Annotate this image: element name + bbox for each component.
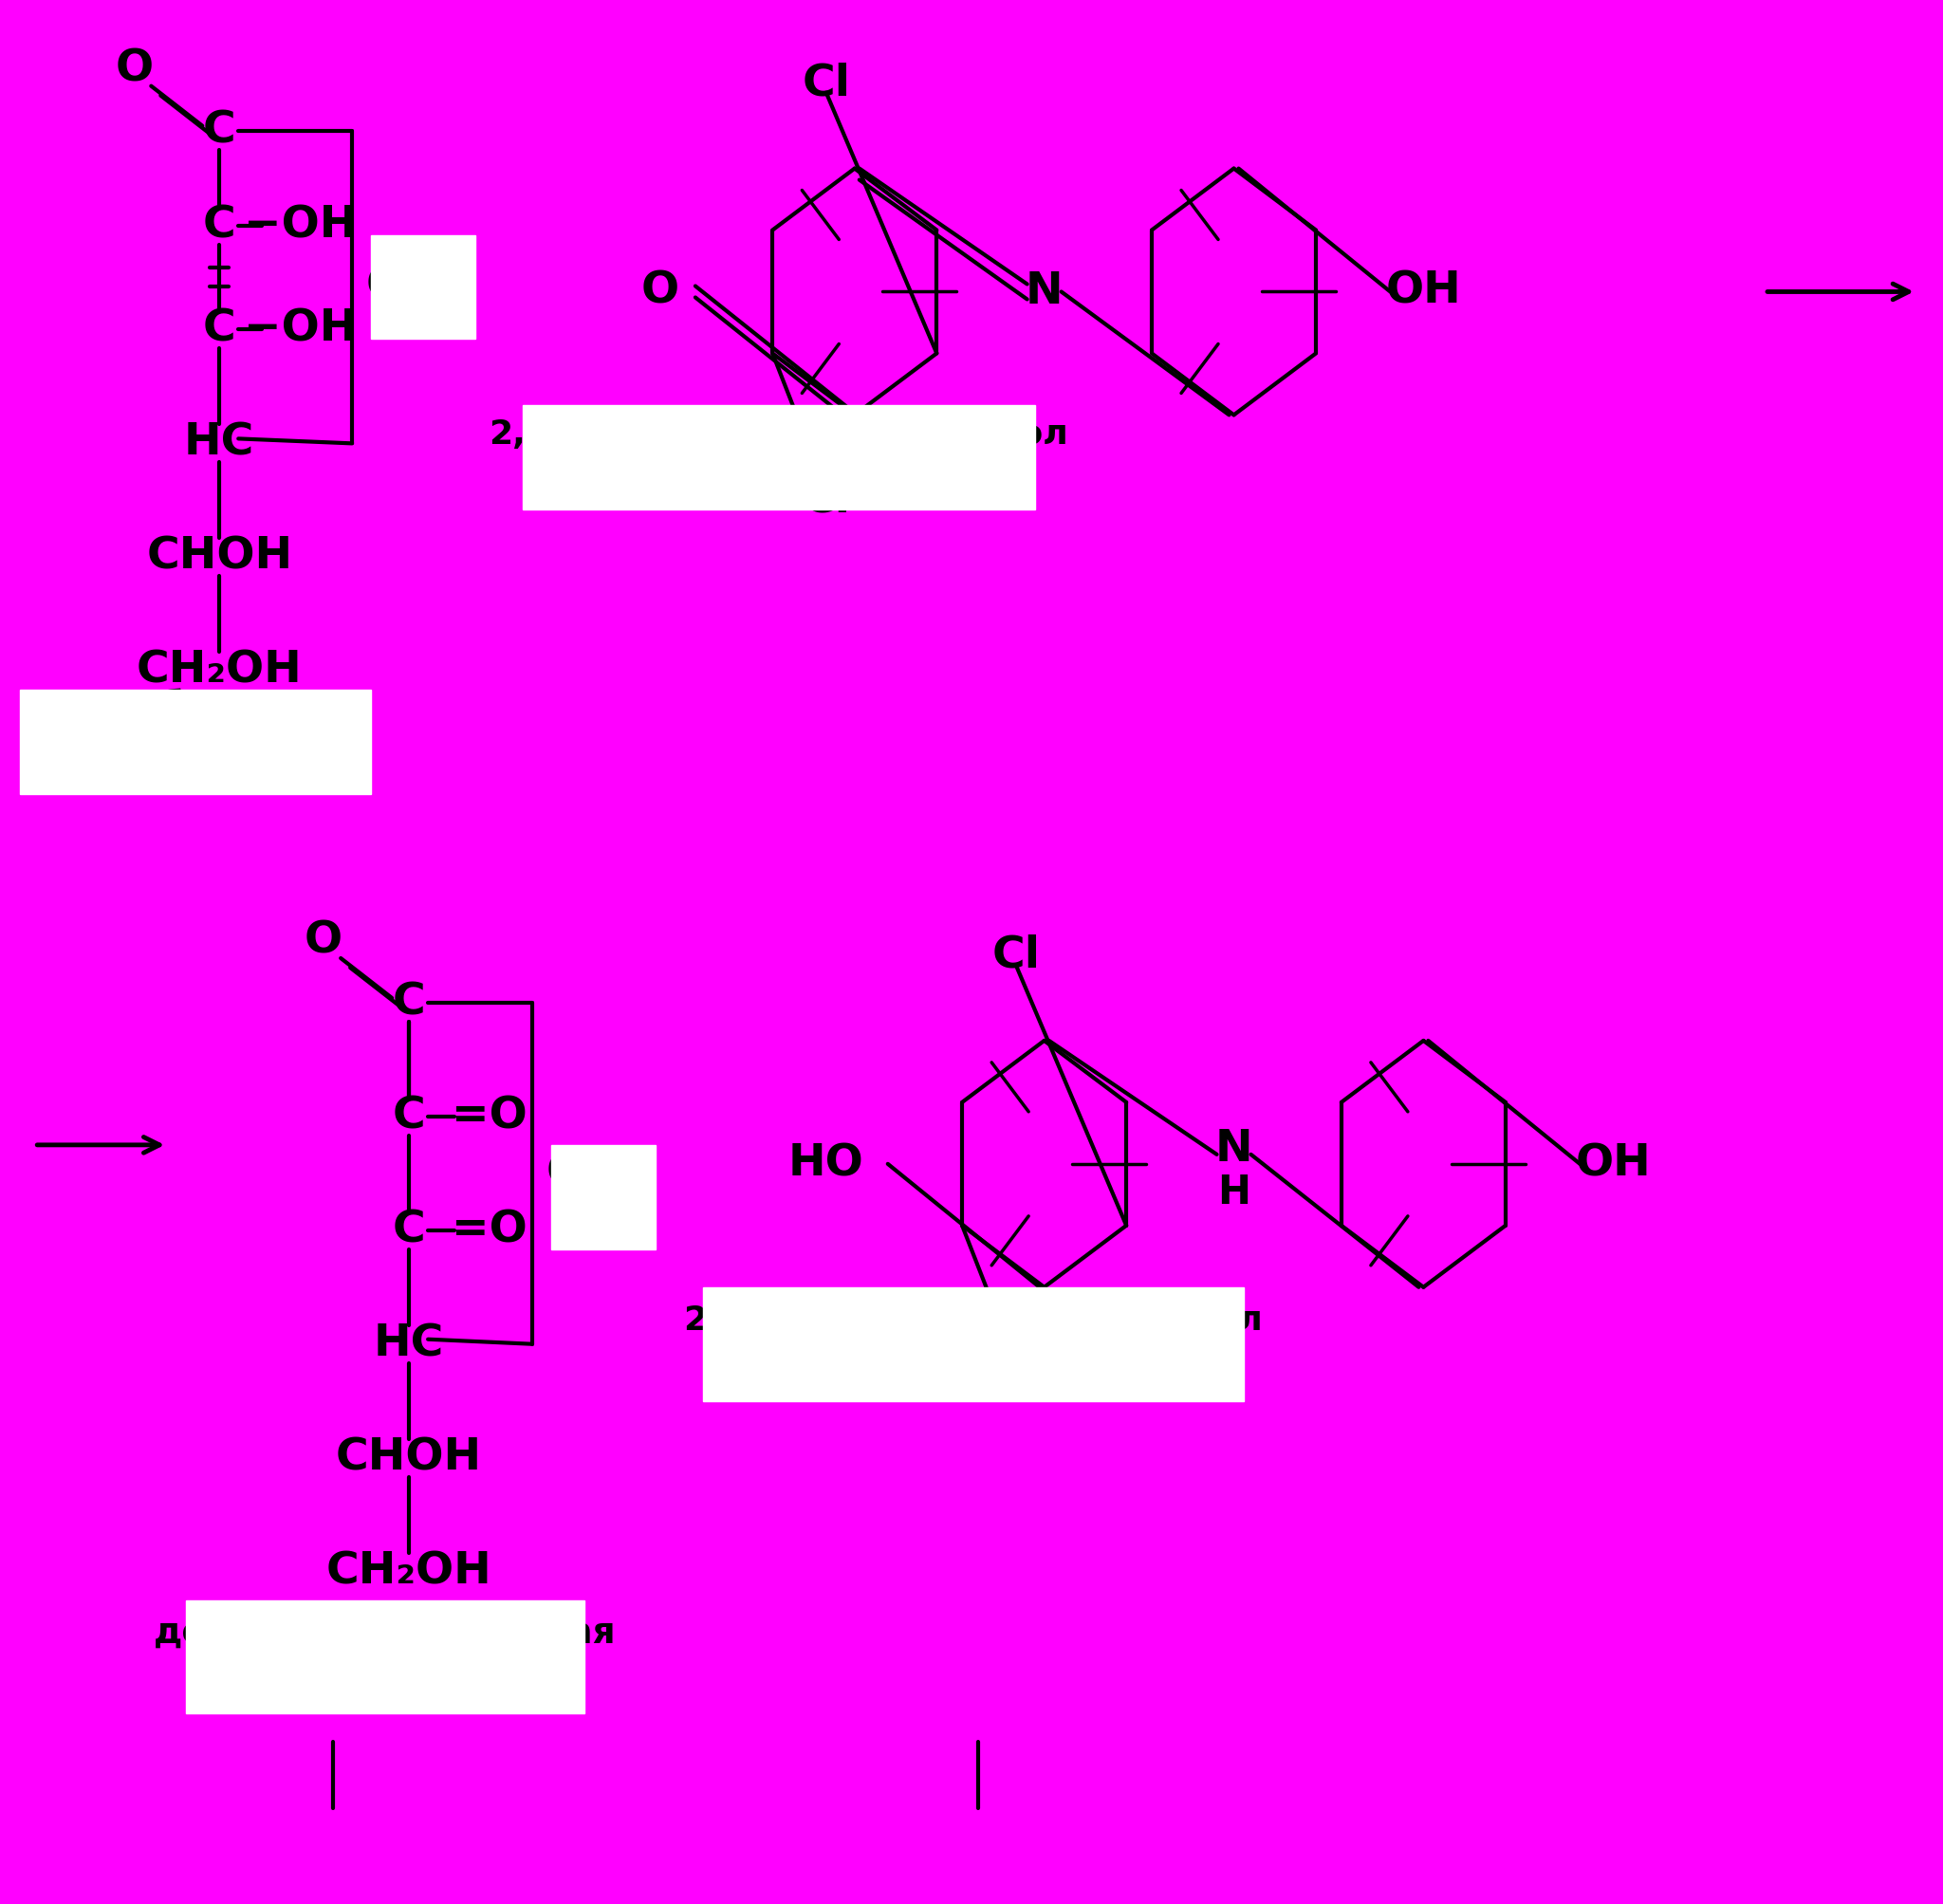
Text: O: O: [641, 270, 680, 312]
Text: HC: HC: [185, 423, 255, 465]
Text: HC: HC: [373, 1323, 445, 1365]
Bar: [523, 406, 1036, 510]
Text: =O: =O: [453, 1095, 527, 1139]
Text: Cl: Cl: [991, 1352, 1040, 1394]
Text: O: O: [115, 48, 153, 89]
Text: дегидроаскорбиновая
кислота: дегидроаскорбиновая кислота: [153, 1615, 616, 1691]
Text: OH: OH: [1576, 1142, 1652, 1184]
Bar: [552, 1144, 655, 1249]
Text: C: C: [202, 204, 235, 248]
Text: Cl: Cl: [802, 480, 851, 522]
Text: C: C: [392, 981, 426, 1024]
Text: H: H: [1216, 1173, 1251, 1213]
Bar: [371, 234, 476, 339]
Text: C: C: [392, 1095, 426, 1139]
Text: HO: HO: [789, 1142, 865, 1184]
Text: аскорбиновая
кислота: аскорбиновая кислота: [37, 689, 334, 767]
Bar: [703, 1287, 1244, 1401]
Text: +: +: [575, 1165, 631, 1228]
Text: 2,6-дихлорфенолиндофенол
(окрашенная форма): 2,6-дихлорфенолиндофенол (окрашенная фор…: [490, 417, 1069, 489]
Text: CH₂OH: CH₂OH: [136, 649, 303, 693]
Text: O: O: [367, 267, 404, 308]
Bar: [19, 689, 371, 794]
Text: C: C: [202, 308, 235, 350]
Text: N: N: [1214, 1129, 1253, 1171]
Text: Cl: Cl: [991, 935, 1040, 977]
Text: OH: OH: [1385, 270, 1461, 312]
Text: N: N: [1026, 270, 1063, 312]
Text: Cl: Cl: [802, 61, 851, 105]
Text: =O: =O: [453, 1209, 527, 1251]
Text: −OH: −OH: [243, 308, 358, 350]
Bar: [187, 1599, 585, 1714]
Text: +: +: [396, 255, 451, 318]
Text: C: C: [202, 109, 235, 152]
Text: O: O: [305, 920, 342, 962]
Text: CHOH: CHOH: [146, 535, 293, 579]
Text: C: C: [392, 1209, 426, 1251]
Text: O: O: [546, 1152, 585, 1194]
Text: −OH: −OH: [243, 204, 358, 248]
Text: CHOH: CHOH: [336, 1436, 482, 1479]
Text: CH₂OH: CH₂OH: [326, 1550, 492, 1594]
Text: 2,6-дихлорфенолиндофенол
(неокрашенная форма): 2,6-дихлорфенолиндофенол (неокрашенная ф…: [684, 1304, 1263, 1375]
